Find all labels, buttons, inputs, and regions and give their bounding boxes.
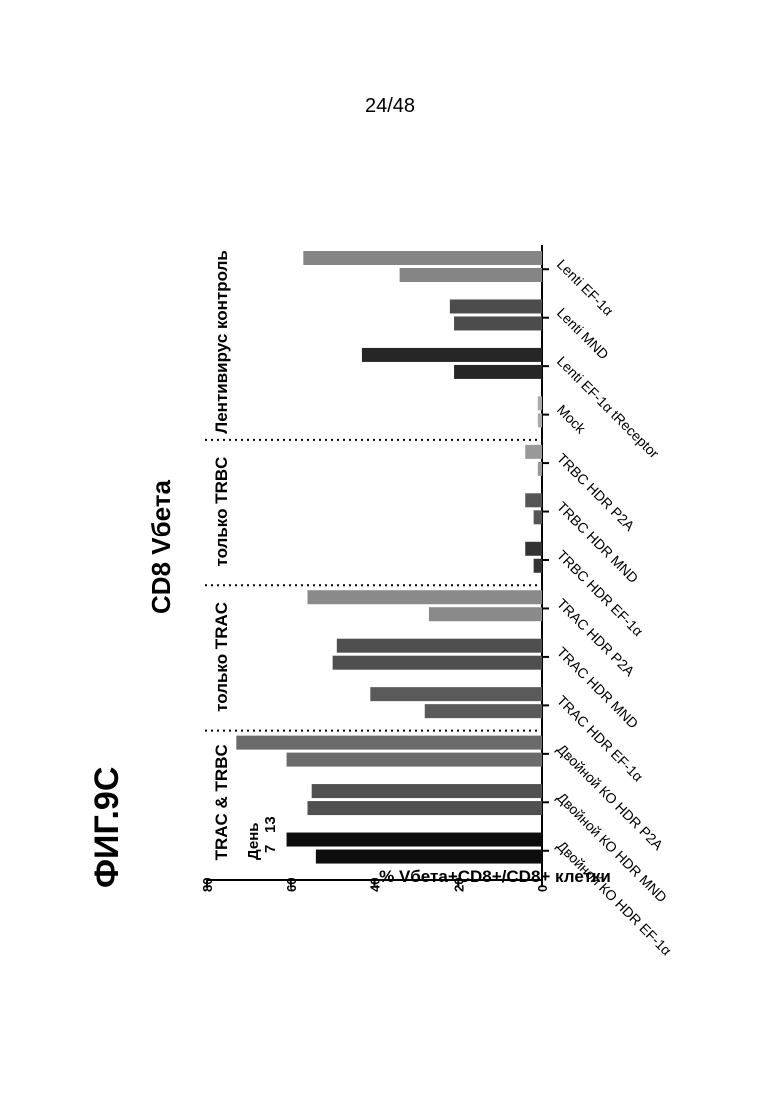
bar-3-day-13 <box>236 736 542 750</box>
bar-12-day-7 <box>454 316 542 330</box>
bar-4-day-7 <box>425 704 542 718</box>
bar-4-day-13 <box>370 687 542 701</box>
value-tick-label: 20 <box>451 878 466 892</box>
bar-1-day-7 <box>316 850 542 864</box>
bar-7-day-13 <box>525 542 542 556</box>
group-label: только TRAC <box>212 602 231 712</box>
bar-13-day-7 <box>400 268 542 282</box>
figure-label: ФИГ.9С <box>88 767 126 888</box>
bar-5-day-7 <box>333 656 542 670</box>
chart-title: CD8 Vбета <box>146 479 176 613</box>
legend-entry: 7 <box>262 845 279 853</box>
group-label: только TRBC <box>212 457 231 567</box>
category-label: Mock <box>554 401 590 437</box>
value-tick-label: 80 <box>200 878 215 892</box>
category-label: TRAC HDR EF-1α <box>554 692 646 784</box>
legend-title: День <box>245 823 262 861</box>
legend-entry: 13 <box>262 816 279 833</box>
group-label: Лентивирус контроль <box>212 250 231 434</box>
plot-area: 020406080Двойной КО HDR EF-1αДвойной КО … <box>200 245 675 959</box>
bar-9-day-13 <box>525 445 542 459</box>
bar-2-day-7 <box>308 801 543 815</box>
bar-2-day-13 <box>312 784 542 798</box>
value-tick-label: 60 <box>284 878 299 892</box>
bar-12-day-13 <box>450 299 542 313</box>
bar-10-day-13 <box>538 396 542 410</box>
bar-5-day-13 <box>337 639 542 653</box>
bar-9-day-7 <box>538 462 542 476</box>
category-label: TRBC HDR EF-1α <box>554 547 646 639</box>
bar-6-day-13 <box>308 590 543 604</box>
value-tick-label: 0 <box>535 885 550 892</box>
category-label: TRAC HDR MND <box>554 644 642 732</box>
bar-8-day-13 <box>525 493 542 507</box>
bar-6-day-7 <box>429 607 542 621</box>
group-label: TRAC & TRBC <box>212 744 231 860</box>
bar-11-day-7 <box>454 365 542 379</box>
bar-8-day-7 <box>534 510 542 524</box>
bar-13-day-13 <box>303 251 542 265</box>
bar-1-day-13 <box>287 833 542 847</box>
bar-11-day-13 <box>362 348 542 362</box>
category-label: TRBC HDR MND <box>554 498 642 586</box>
value-tick-label: 40 <box>368 878 383 892</box>
bar-10-day-7 <box>538 413 542 427</box>
bar-7-day-7 <box>534 559 542 573</box>
bar-3-day-7 <box>287 753 542 767</box>
